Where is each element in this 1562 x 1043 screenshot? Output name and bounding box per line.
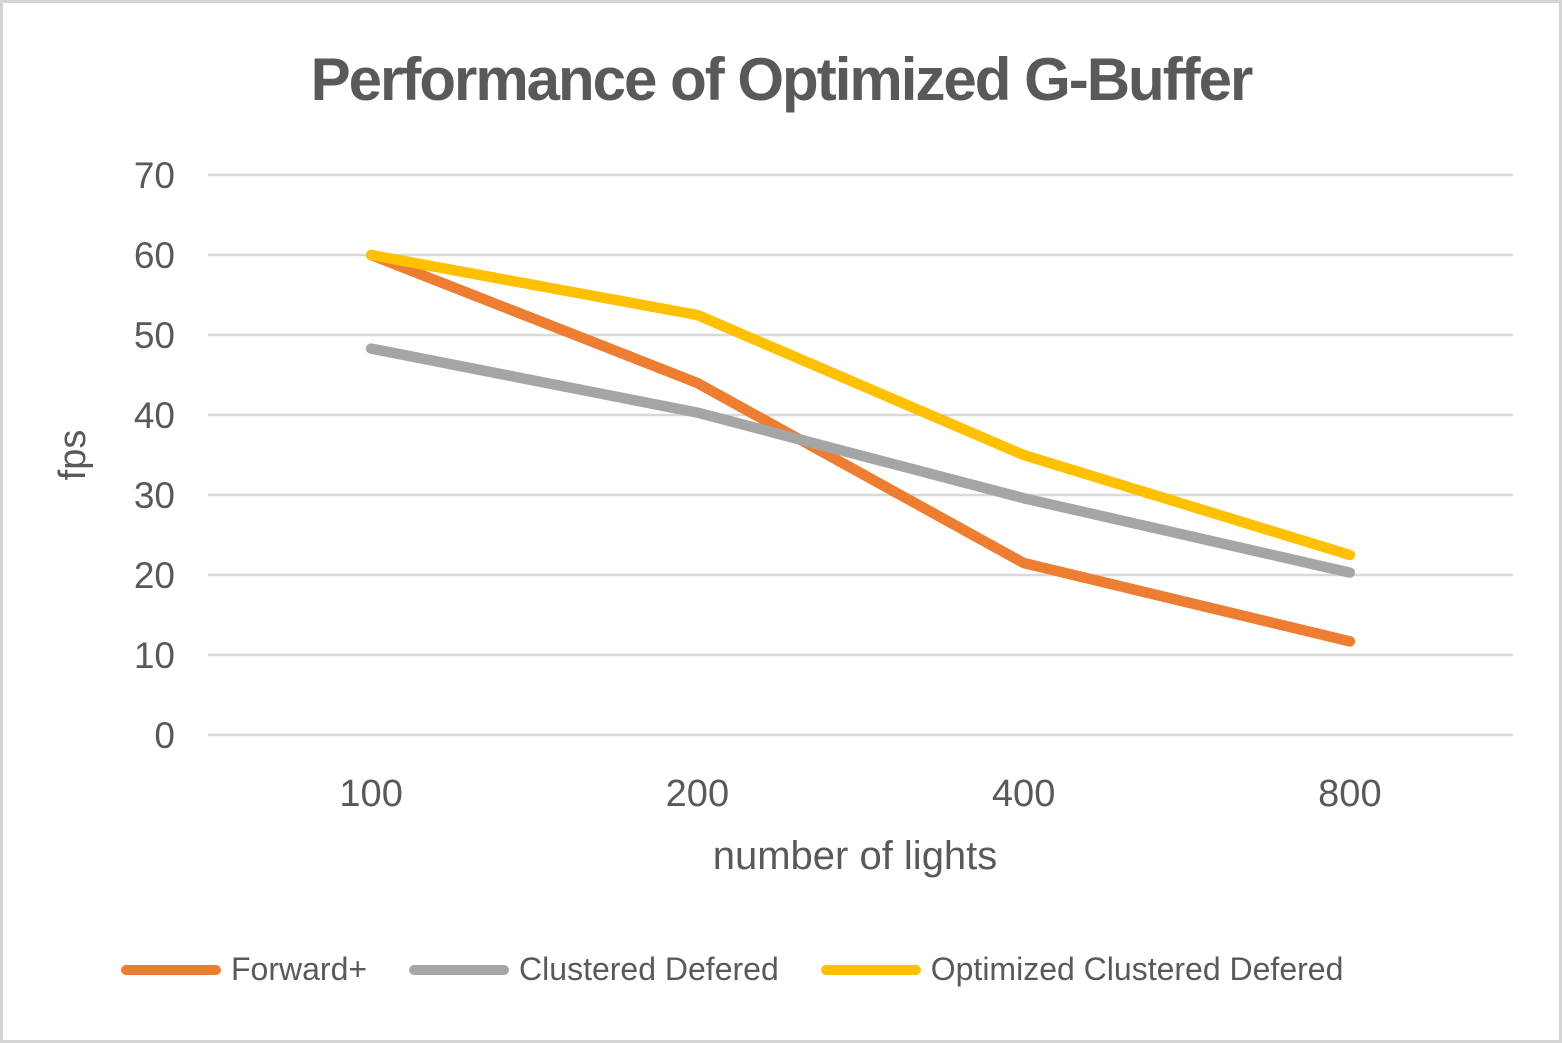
- y-tick-label: 70: [134, 155, 175, 196]
- y-tick-label: 20: [134, 555, 175, 596]
- x-tick-label: 400: [992, 773, 1055, 815]
- series-line-optimized-clustered-defered: [365, 249, 1356, 561]
- series-line-forward-: [365, 249, 1356, 647]
- x-axis-tick-labels: 100 200 400 800: [339, 773, 1381, 815]
- legend-swatch-forward-plus: [121, 964, 221, 975]
- legend-swatch-clustered-defered: [409, 964, 510, 975]
- plot-area: 0 10 20 30 40 50 60 70 100 200 400 800 fps number …: [52, 155, 1513, 878]
- y-tick-label: 40: [134, 395, 175, 436]
- y-axis-tick-labels: 0 10 20 30 40 50 60 70: [134, 155, 175, 756]
- legend-label-clustered-defered: Clustered Defered: [519, 951, 779, 987]
- legend-item-forward-plus: Forward+: [121, 951, 367, 988]
- gridlines: [208, 173, 1513, 737]
- y-axis-title: fps: [52, 430, 94, 481]
- y-tick-label: 0: [154, 715, 175, 756]
- y-tick-label: 10: [134, 635, 175, 676]
- legend-item-clustered-defered: Clustered Defered: [409, 951, 779, 988]
- y-tick-label: 60: [134, 235, 175, 276]
- legend: Forward+ Clustered Defered Optimized Clu…: [121, 951, 1343, 988]
- legend-label-forward-plus: Forward+: [231, 951, 368, 987]
- legend-swatch-optimized-clustered-defered: [820, 964, 921, 975]
- x-tick-label: 200: [666, 773, 729, 815]
- series-line-clustered-defered: [365, 343, 1356, 578]
- y-tick-label: 30: [134, 475, 175, 516]
- x-axis-title: number of lights: [713, 834, 998, 878]
- chart-title: Performance of Optimized G-Buffer: [310, 46, 1254, 113]
- series-lines: [365, 249, 1356, 647]
- x-tick-label: 800: [1318, 773, 1381, 815]
- x-tick-label: 100: [339, 773, 402, 815]
- y-tick-label: 50: [134, 315, 175, 356]
- legend-label-optimized-clustered-defered: Optimized Clustered Defered: [930, 951, 1344, 987]
- legend-item-optimized-clustered-defered: Optimized Clustered Defered: [820, 951, 1344, 988]
